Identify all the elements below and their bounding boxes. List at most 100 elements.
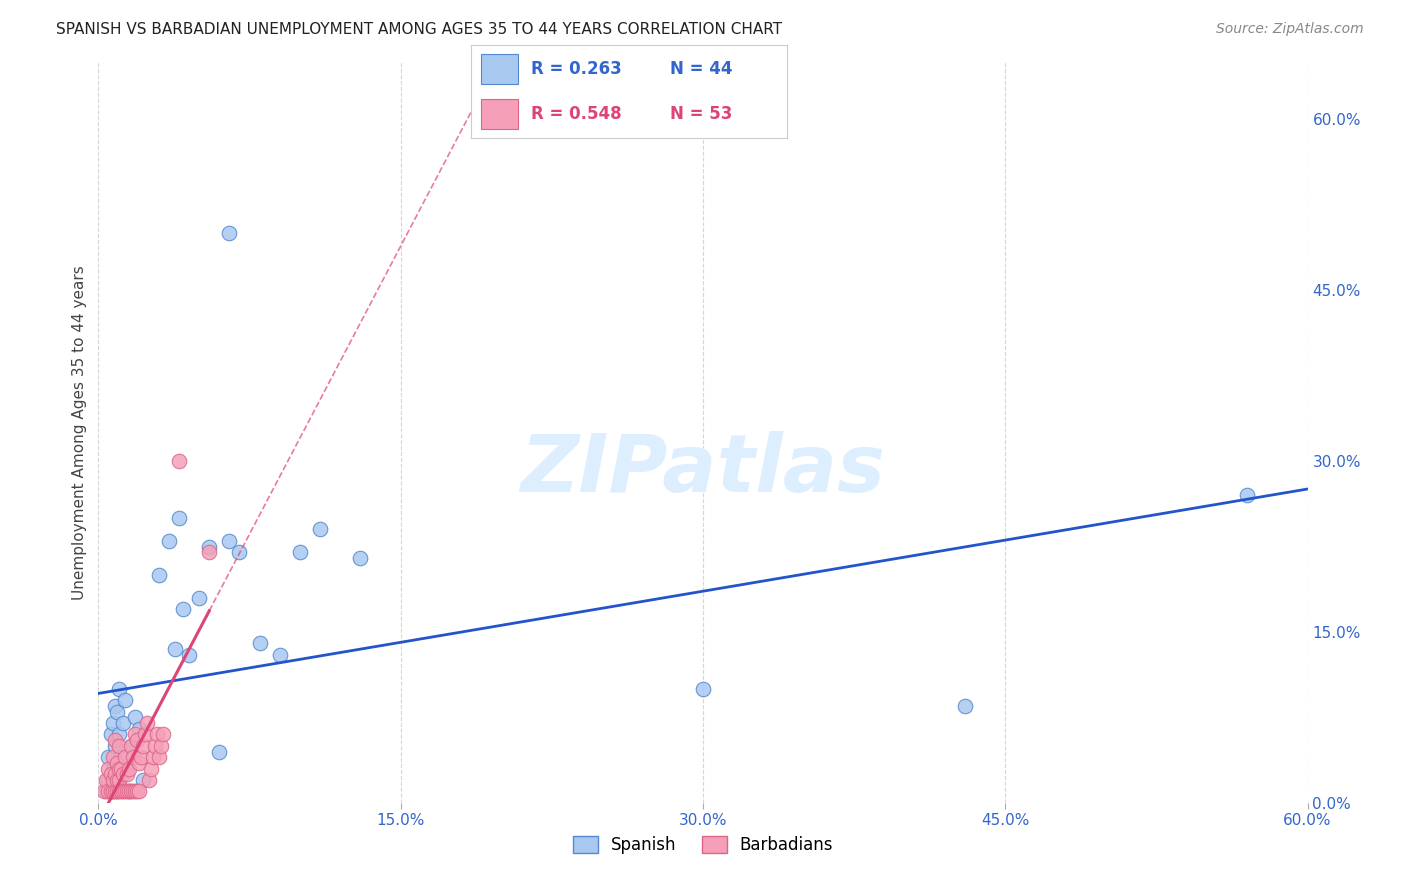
Point: [96, 772, 118, 787]
Point: [105, 705, 128, 719]
Point: [349, 550, 371, 565]
Point: [198, 545, 221, 559]
Point: [101, 762, 124, 776]
Point: [115, 784, 138, 798]
Point: [218, 533, 240, 548]
Bar: [481, 54, 519, 84]
Point: [107, 681, 129, 696]
Point: [100, 767, 122, 781]
Point: [101, 750, 124, 764]
Point: [114, 750, 136, 764]
Point: [107, 772, 129, 787]
Point: [149, 739, 172, 753]
Point: [115, 762, 138, 776]
Point: [148, 568, 170, 582]
Point: [139, 762, 162, 776]
Point: [208, 745, 231, 759]
Point: [198, 540, 221, 554]
Point: [105, 784, 128, 798]
Point: [157, 533, 180, 548]
Point: [97, 772, 120, 787]
Point: [103, 767, 125, 781]
Point: [188, 591, 211, 605]
Point: [111, 767, 134, 781]
Point: [103, 739, 125, 753]
Text: N = 44: N = 44: [671, 60, 733, 78]
Text: ZIPatlas: ZIPatlas: [520, 431, 886, 508]
Y-axis label: Unemployment Among Ages 35 to 44 years: Unemployment Among Ages 35 to 44 years: [72, 265, 87, 600]
Point: [288, 545, 311, 559]
Point: [115, 767, 138, 781]
Point: [105, 756, 128, 770]
Point: [107, 727, 129, 741]
Point: [269, 648, 291, 662]
Point: [129, 750, 152, 764]
Point: [103, 784, 125, 798]
Point: [121, 784, 143, 798]
Text: N = 53: N = 53: [671, 105, 733, 123]
Point: [132, 739, 155, 753]
Point: [128, 722, 150, 736]
Point: [97, 784, 120, 798]
Point: [101, 772, 124, 787]
Point: [101, 784, 124, 798]
Point: [135, 716, 157, 731]
Point: [96, 784, 118, 798]
Point: [107, 762, 129, 776]
Point: [167, 454, 190, 468]
Point: [249, 636, 271, 650]
Point: [110, 750, 132, 764]
Point: [163, 642, 186, 657]
Point: [105, 784, 128, 798]
Point: [114, 693, 136, 707]
Point: [103, 733, 125, 747]
Point: [228, 545, 250, 559]
Point: [172, 602, 194, 616]
Point: [120, 739, 142, 753]
Point: [110, 784, 132, 798]
Point: [107, 739, 129, 753]
Point: [128, 784, 150, 798]
Point: [692, 681, 714, 696]
Point: [105, 772, 128, 787]
Point: [103, 698, 125, 713]
Point: [120, 784, 142, 798]
Point: [132, 772, 155, 787]
Text: Source: ZipAtlas.com: Source: ZipAtlas.com: [1216, 22, 1364, 37]
Point: [179, 648, 201, 662]
Point: [142, 750, 165, 764]
Point: [134, 727, 156, 741]
Point: [110, 762, 132, 776]
Text: R = 0.548: R = 0.548: [531, 105, 621, 123]
Point: [1236, 488, 1258, 502]
Legend: Spanish, Barbadians: Spanish, Barbadians: [567, 830, 839, 861]
Point: [100, 727, 122, 741]
Point: [111, 716, 134, 731]
Point: [118, 784, 141, 798]
Point: [118, 762, 141, 776]
Point: [138, 772, 160, 787]
Point: [124, 710, 146, 724]
Point: [121, 750, 143, 764]
Point: [146, 727, 169, 741]
Point: [124, 727, 146, 741]
Point: [128, 756, 150, 770]
Point: [953, 698, 976, 713]
Point: [148, 750, 170, 764]
Point: [309, 523, 332, 537]
Point: [97, 750, 120, 764]
Point: [118, 784, 141, 798]
Point: [152, 727, 174, 741]
Point: [111, 784, 134, 798]
Point: [218, 227, 240, 241]
Point: [107, 784, 129, 798]
Point: [97, 762, 120, 776]
Point: [167, 511, 190, 525]
Point: [101, 784, 124, 798]
Point: [101, 716, 124, 731]
Point: [93, 784, 115, 798]
Text: R = 0.263: R = 0.263: [531, 60, 621, 78]
Point: [114, 784, 136, 798]
Point: [100, 784, 122, 798]
Bar: [481, 99, 519, 129]
